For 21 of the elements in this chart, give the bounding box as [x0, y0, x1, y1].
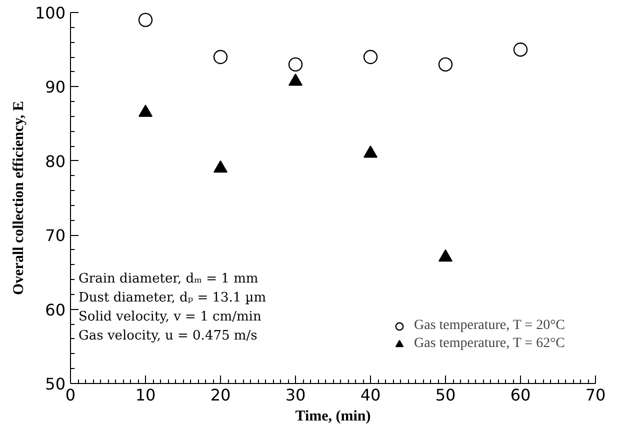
y-tick-label: 90	[45, 78, 66, 97]
annotation: Dust diameter, dₚ = 13.1 µm	[78, 290, 266, 306]
x-tick-label: 70	[585, 386, 606, 404]
annotation: Solid velocity, v = 1 cm/min	[78, 310, 262, 324]
y-tick-label: 70	[45, 226, 66, 246]
y-axis-title: Overall collection efficiency, E	[10, 100, 27, 296]
x-tick-label: 0	[65, 386, 76, 404]
x-axis-title: Time, (min)	[295, 408, 371, 424]
y-tick-label: 80	[45, 152, 66, 171]
x-tick-label: 30	[285, 386, 306, 404]
annotation: Gas velocity, u = 0.475 m/s	[78, 328, 258, 344]
legend-label: Gas temperature, T = 62°C	[414, 335, 565, 353]
y-tick-label: 100	[34, 4, 66, 22]
x-tick-label: 50	[435, 386, 456, 404]
x-tick-label: 40	[360, 386, 381, 404]
x-tick-label: 60	[510, 386, 531, 404]
legend-label: Gas temperature, T = 20°C	[414, 317, 565, 335]
x-tick-label: 10	[135, 386, 156, 404]
y-tick-label: 60	[45, 300, 66, 320]
annotation: Grain diameter, dₘ = 1 mm	[78, 272, 258, 286]
x-tick-label: 20	[210, 386, 231, 404]
